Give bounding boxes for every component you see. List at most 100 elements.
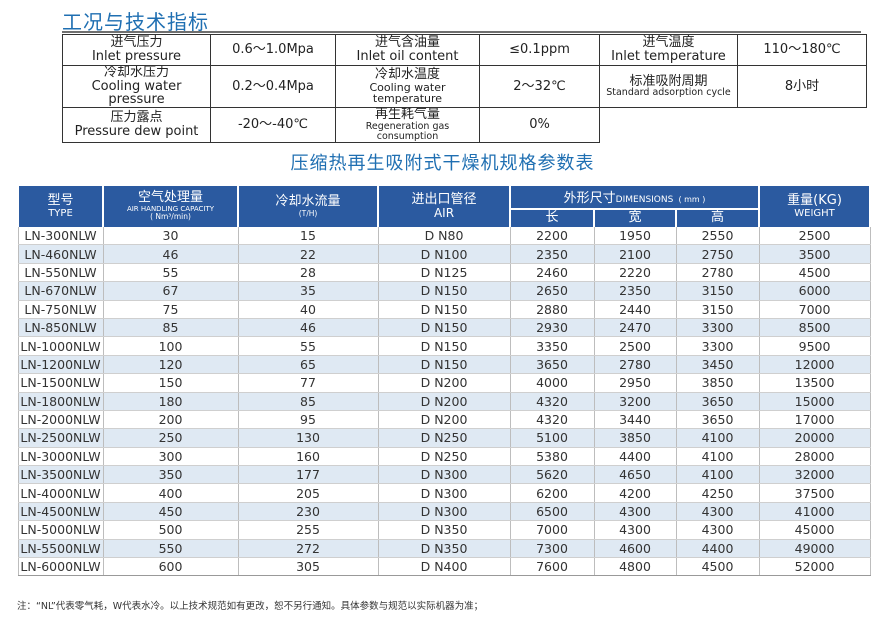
cell-air-capacity: 55 <box>102 263 239 283</box>
cell-length: 3650 <box>509 355 595 375</box>
cell-water-flow: 305 <box>237 557 379 577</box>
cell-water-flow: 22 <box>237 244 379 264</box>
cell-weight: 12000 <box>758 355 871 375</box>
inlet-temperature-label: 进气温度 Inlet temperature <box>599 34 738 66</box>
cell-air-capacity: 400 <box>102 483 239 503</box>
header-air-unit: ( Nm³/min) <box>150 212 191 222</box>
label-en: Regeneration gas consumption <box>365 120 450 142</box>
cell-air-capacity: 75 <box>102 300 239 319</box>
cell-width: 3850 <box>593 428 677 448</box>
table-row: LN-1500NLW 150 77 D N200 4000 2950 3850 13500 <box>17 373 871 393</box>
cell-air-capacity: 550 <box>102 539 239 559</box>
cell-length: 2350 <box>509 244 595 264</box>
cell-width: 2470 <box>593 318 677 338</box>
cell-model: LN-4000NLW <box>17 483 104 503</box>
cell-weight: 52000 <box>758 557 871 577</box>
label-zh: 再生耗气量 <box>374 107 440 122</box>
spec-header-row: 型号 TYPE 空气处理量 AIR HANDLING CAPACITY ( Nm… <box>17 186 872 227</box>
cell-pipe: D N150 <box>377 318 511 338</box>
cell-water-flow: 85 <box>237 392 379 411</box>
cell-pipe: D N150 <box>377 281 511 301</box>
header-pipe-diameter: 进出口管径 AIR <box>377 186 511 227</box>
cell-width: 2780 <box>593 355 677 375</box>
cell-water-flow: 40 <box>237 300 379 319</box>
header-weight-en: WEIGHT <box>794 208 835 220</box>
cell-weight: 8500 <box>758 318 871 338</box>
cell-weight: 4500 <box>758 263 871 283</box>
cell-height: 3150 <box>675 281 760 301</box>
cooling-water-temperature-label: 冷却水温度 Cooling water temperature <box>335 65 480 108</box>
cell-height: 4100 <box>675 428 760 448</box>
cell-height: 3300 <box>675 318 760 338</box>
cell-air-capacity: 200 <box>102 410 239 430</box>
cell-height: 3450 <box>675 355 760 375</box>
conditions-row: 冷却水压力 Cooling water pressure 0.2～0.4Mpa … <box>62 65 867 108</box>
cell-weight: 6000 <box>758 281 871 301</box>
table-row: LN-460NLW 46 22 D N100 2350 2100 2750 3500 <box>17 244 871 264</box>
cell-pipe: D N250 <box>377 447 511 467</box>
header-air-zh: 空气处理量 <box>137 190 203 206</box>
cell-water-flow: 230 <box>237 502 379 522</box>
cell-height: 2550 <box>675 227 760 246</box>
cell-model: LN-5500NLW <box>17 539 104 559</box>
cell-water-flow: 35 <box>237 281 379 301</box>
cell-model: LN-460NLW <box>17 244 104 264</box>
table-row: LN-2000NLW 200 95 D N200 4320 3440 3650 17000 <box>17 410 871 430</box>
conditions-title: 工况与技术指标 <box>62 10 209 34</box>
cell-water-flow: 77 <box>237 373 379 393</box>
footnote: 注：“NL”代表零气耗，W代表水冷。以上技术规范如有更改，恕不另行通知。具体参数… <box>17 601 484 612</box>
cell-width: 3200 <box>593 392 677 411</box>
cell-weight: 13500 <box>758 373 871 393</box>
cell-air-capacity: 450 <box>102 502 239 522</box>
header-water-unit: (T/H) <box>298 208 318 218</box>
cell-pipe: D N80 <box>377 227 511 246</box>
cell-model: LN-2000NLW <box>17 410 104 430</box>
cell-height: 3150 <box>675 300 760 319</box>
header-height: 高 <box>674 208 761 227</box>
table-row: LN-3000NLW 300 160 D N250 5380 4400 4100 28000 <box>17 447 871 467</box>
cell-height: 4250 <box>675 483 760 503</box>
cell-width: 2100 <box>593 244 677 264</box>
regeneration-gas-value: 0% <box>479 106 600 143</box>
header-type: 型号 TYPE <box>17 186 104 227</box>
cell-pipe: D N200 <box>377 373 511 393</box>
cell-water-flow: 130 <box>237 428 379 448</box>
header-dim-en: DIMENSIONS <box>615 194 674 205</box>
cell-pipe: D N200 <box>377 392 511 411</box>
cell-model: LN-670NLW <box>17 281 104 301</box>
cell-length: 3350 <box>509 336 595 356</box>
label-en: Cooling water pressure <box>91 78 182 108</box>
cell-length: 2650 <box>509 281 595 301</box>
label-en: Inlet pressure <box>91 49 182 64</box>
cell-height: 4500 <box>675 557 760 577</box>
cell-water-flow: 65 <box>237 355 379 375</box>
cell-model: LN-1800NLW <box>17 392 104 411</box>
label-en: Inlet oil content <box>356 49 459 64</box>
inlet-oil-content-label: 进气含油量 Inlet oil content <box>335 34 480 66</box>
table-row: LN-750NLW 75 40 D N150 2880 2440 3150 7000 <box>17 300 871 319</box>
cell-pipe: D N125 <box>377 263 511 283</box>
cell-model: LN-5000NLW <box>17 520 104 540</box>
table-row: LN-5000NLW 500 255 D N350 7000 4300 4300 45000 <box>17 520 871 540</box>
cell-length: 2460 <box>509 263 595 283</box>
cell-water-flow: 205 <box>237 483 379 503</box>
cell-water-flow: 160 <box>237 447 379 467</box>
cell-pipe: D N350 <box>377 520 511 540</box>
inlet-pressure-value: 0.6～1.0Mpa <box>210 34 336 66</box>
cell-length: 2200 <box>509 227 595 246</box>
conditions-row: 进气压力 Inlet pressure 0.6～1.0Mpa 进气含油量 Inl… <box>62 34 867 66</box>
header-pipe-zh: 进出口管径 <box>411 191 477 207</box>
header-weight: 重量(KG) WEIGHT <box>758 186 872 227</box>
label-zh: 冷却水压力 <box>103 65 169 80</box>
label-zh: 进气温度 <box>642 35 695 51</box>
header-dim-unit: ( mm ) <box>678 194 706 204</box>
cooling-water-pressure-value: 0.2～0.4Mpa <box>210 65 336 108</box>
inlet-temperature-value: 110～180℃ <box>737 34 867 66</box>
cell-pipe: D N350 <box>377 539 511 559</box>
cell-air-capacity: 30 <box>102 227 239 246</box>
cell-air-capacity: 150 <box>102 373 239 393</box>
cell-pipe: D N250 <box>377 428 511 448</box>
cell-model: LN-300NLW <box>17 227 104 246</box>
cell-weight: 49000 <box>758 539 871 559</box>
cell-model: LN-1500NLW <box>17 373 104 393</box>
